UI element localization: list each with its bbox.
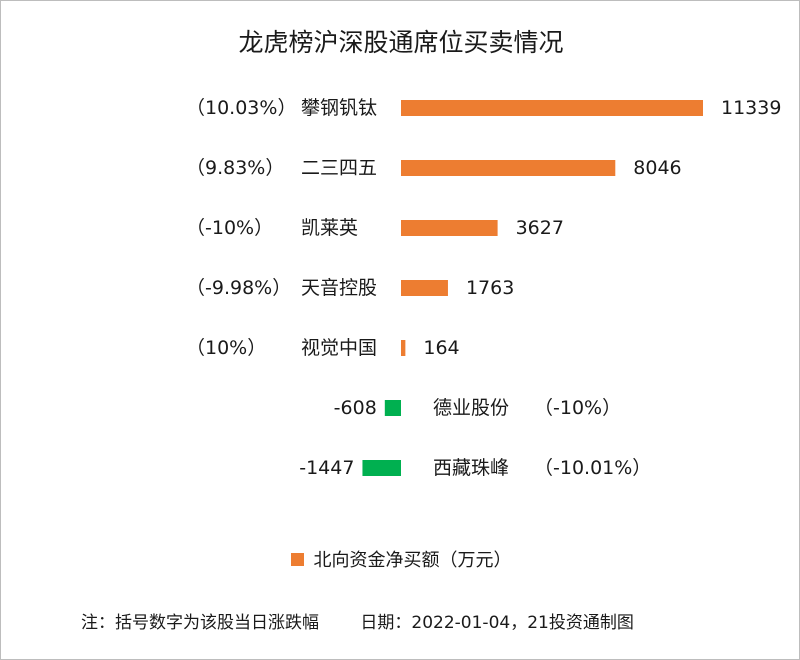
category-label: 二三四五 xyxy=(301,157,377,179)
value-label: 8046 xyxy=(633,157,681,179)
legend-label: 北向资金净买额（万元） xyxy=(313,550,512,571)
category-label: 凯莱英 xyxy=(301,217,358,239)
category-label: 视觉中国 xyxy=(301,337,377,359)
value-label: 3627 xyxy=(516,217,564,239)
value-label: -608 xyxy=(334,397,377,419)
value-label: 164 xyxy=(423,337,459,359)
legend: 北向资金净买额（万元） xyxy=(1,546,799,572)
change-pct-label: （10.03%） xyxy=(186,97,296,119)
bar-5 xyxy=(401,340,406,356)
value-label: 11339 xyxy=(721,97,781,119)
bar-6 xyxy=(384,400,401,416)
footnote-date: 日期：2022-01-04，21投资通制图 xyxy=(360,613,634,633)
change-pct-label: （9.83%） xyxy=(186,157,284,179)
category-label: 西藏珠峰 xyxy=(433,457,509,479)
change-pct-label: （-10%） xyxy=(534,397,621,419)
footnote-note: 注：括号数字为该股当日涨跌幅 xyxy=(81,613,319,633)
bar-chart-plot: 11339 攀钢钒钛（10.03%） 8046 二三四五 （9.83%） 3627 凯莱英 （… xyxy=(186,97,781,479)
bar-1 xyxy=(401,100,703,116)
footnote: 注：括号数字为该股当日涨跌幅 日期：2022-01-04，21投资通制图 xyxy=(81,608,634,633)
change-pct-label: （10%） xyxy=(186,337,266,359)
bar-2 xyxy=(401,160,616,176)
change-pct-label: （-10.01%） xyxy=(534,457,651,479)
bar-7 xyxy=(362,460,401,476)
bar-4 xyxy=(401,280,448,296)
chart-title: 龙虎榜沪深股通席位买卖情况 xyxy=(238,28,564,57)
value-label: 1763 xyxy=(466,277,514,299)
legend-swatch xyxy=(290,552,304,566)
change-pct-label: （-10%） xyxy=(186,217,273,239)
category-label: 德业股份 xyxy=(433,397,509,419)
category-label: 天音控股 xyxy=(301,277,377,299)
value-label: -1447 xyxy=(299,457,354,479)
category-label: 攀钢钒钛 xyxy=(301,97,377,119)
bar-3 xyxy=(401,220,498,236)
change-pct-label: （-9.98%） xyxy=(186,277,291,299)
